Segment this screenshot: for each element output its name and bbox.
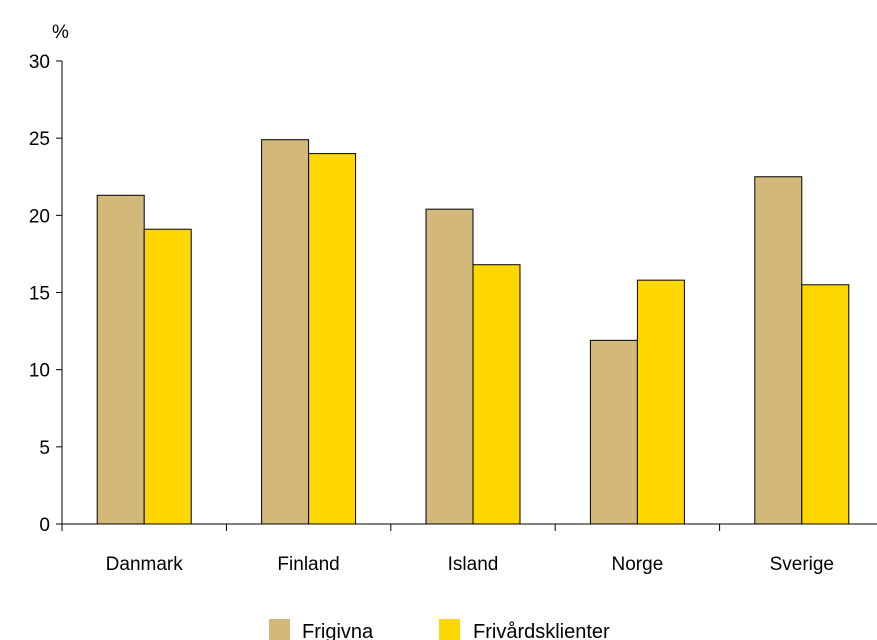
legend-swatch-1 [269,619,290,640]
bar-norge-2 [636,279,685,525]
y-tick-label: 25 [29,129,50,150]
x-axis: Danmark Finland Island Norge Sverige [61,523,877,575]
x-tick-label: Sverige [770,554,834,575]
y-tick-label: 5 [39,438,50,459]
x-tick-label: Norge [612,554,664,575]
x-tick-label: Island [448,554,499,575]
y-tick-label: 0 [39,515,50,536]
y-axis-label: % [52,22,69,43]
y-tick-label: 20 [29,206,50,227]
bar-danmark-2 [143,228,192,525]
bar-sverige-1 [754,176,803,525]
bar-island-2 [472,264,521,525]
bar-danmark-1 [96,194,145,525]
x-tick-label: Danmark [106,554,184,575]
y-axis: 0 5 10 15 20 25 30 [29,52,63,536]
bar-island-1 [425,208,474,525]
bar-finland-1 [261,139,310,525]
bar-finland-2 [308,153,357,525]
x-tick-label: Finland [277,554,339,575]
y-tick-label: 10 [29,361,50,382]
legend-swatch-2 [439,619,460,640]
legend: Frigivna Frivårdsklienter [269,619,610,640]
y-tick-label: 15 [29,284,50,305]
bar-norge-1 [589,339,638,525]
legend-label-1: Frigivna [302,621,374,640]
bar-sverige-2 [801,284,850,525]
bars [96,139,850,525]
y-tick-label: 30 [29,52,50,73]
legend-label-2: Frivårdsklienter [473,621,610,640]
